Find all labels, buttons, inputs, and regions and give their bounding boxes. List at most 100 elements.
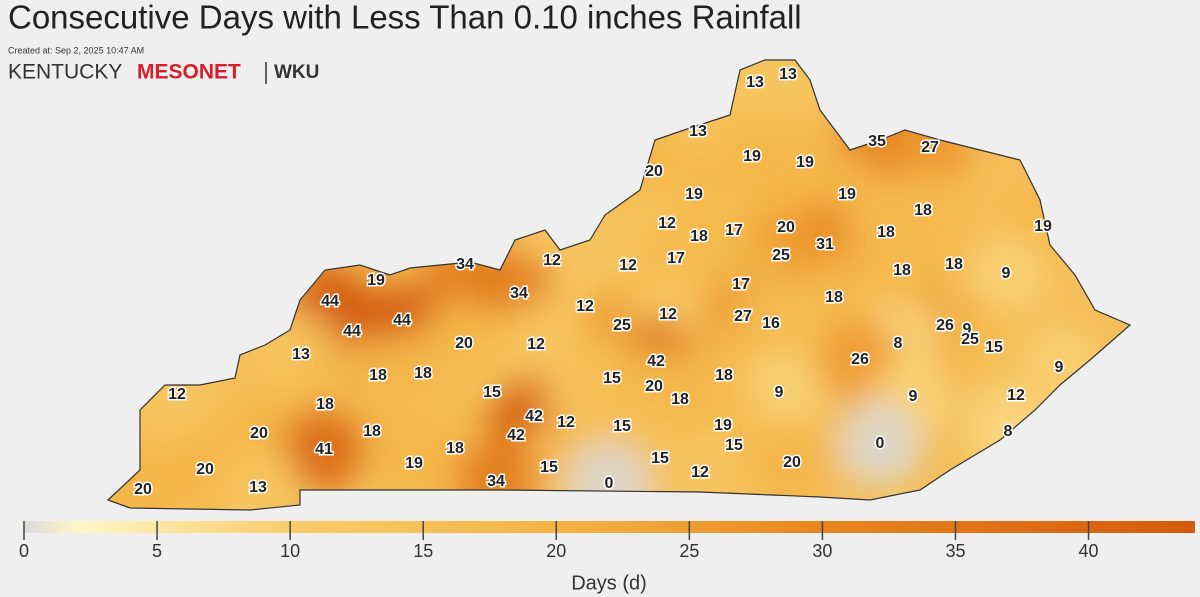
station-value: 18 [877, 224, 895, 241]
station-value: 0 [876, 435, 885, 452]
station-value: 44 [393, 312, 411, 329]
station-value: 12 [659, 306, 677, 323]
station-value: 18 [893, 262, 911, 279]
station-value: 18 [414, 365, 432, 382]
station-value: 18 [914, 202, 932, 219]
station-value: 42 [525, 408, 543, 425]
station-value: 12 [543, 252, 561, 269]
station-value: 18 [446, 440, 464, 457]
station-value: 19 [796, 154, 814, 171]
station-value: 8 [1004, 423, 1013, 440]
station-value: 42 [507, 427, 525, 444]
station-value: 12 [576, 298, 594, 315]
station-value: 17 [667, 250, 685, 267]
station-value: 19 [714, 417, 732, 434]
station-value: 13 [249, 479, 267, 496]
station-value: 15 [985, 339, 1003, 356]
station-value: 20 [645, 163, 663, 180]
station-heat [282, 408, 366, 492]
station-value: 0 [605, 475, 614, 492]
station-value: 20 [645, 378, 663, 395]
station-value: 31 [816, 236, 834, 253]
station-value: 27 [921, 139, 939, 156]
colorbar-tick-label: 0 [19, 541, 29, 561]
station-value: 18 [369, 367, 387, 384]
station-value: 12 [557, 414, 575, 431]
station-value: 20 [196, 461, 214, 478]
colorbar-tick-label: 25 [679, 541, 699, 561]
station-heat [372, 422, 456, 506]
station-value: 12 [168, 386, 186, 403]
station-labels: 13 13 13 35 27 19 19 20 19 19 18 12 18 17 20 31 18 19 12 12… [133, 65, 1065, 500]
station-value: 19 [405, 455, 423, 472]
station-value: 19 [367, 272, 385, 289]
station-value: 20 [134, 481, 152, 498]
station-value: 17 [732, 276, 750, 293]
station-value: 19 [1034, 218, 1052, 235]
station-value: 15 [540, 459, 558, 476]
station-heat [750, 421, 834, 505]
station-value: 18 [715, 367, 733, 384]
station-value: 9 [963, 321, 972, 338]
station-value: 34 [510, 285, 528, 302]
created-at: Created at: Sep 2, 2025 10:47 AM [8, 45, 144, 55]
station-value: 27 [734, 308, 752, 325]
colorbar-tick-label: 20 [546, 541, 566, 561]
station-value: 20 [250, 425, 268, 442]
station-value: 20 [777, 219, 795, 236]
station-value: 15 [613, 418, 631, 435]
colorbar-tick-label: 40 [1079, 541, 1099, 561]
station-value: 35 [868, 133, 886, 150]
title: Consecutive Days with Less Than 0.10 inc… [8, 0, 802, 36]
logo-wku: WKU [274, 62, 319, 83]
station-value: 9 [909, 388, 918, 405]
station-value: 18 [671, 391, 689, 408]
station-value: 15 [725, 437, 743, 454]
station-value: 18 [945, 256, 963, 273]
station-value: 19 [685, 186, 703, 203]
station-value: 20 [455, 335, 473, 352]
station-value: 13 [292, 346, 310, 363]
station-value: 25 [613, 317, 631, 334]
station-heat [838, 402, 922, 486]
station-value: 20 [783, 454, 801, 471]
station-heat [746, 60, 830, 117]
station-value: 15 [483, 384, 501, 401]
station-value: 12 [527, 336, 545, 353]
station-value: 18 [316, 396, 334, 413]
colorbar-tick-label: 5 [152, 541, 162, 561]
colorbar-tick-label: 35 [945, 541, 965, 561]
station-value: 34 [456, 256, 474, 273]
colorbar-tick-label: 15 [413, 541, 433, 561]
station-value: 15 [603, 370, 621, 387]
station-value: 9 [775, 384, 784, 401]
colorbar-axis: 0 5 10 15 20 25 30 35 40 [19, 521, 1099, 561]
station-value: 12 [691, 464, 709, 481]
station-value: 13 [779, 66, 797, 83]
station-value: 25 [772, 247, 790, 264]
colorbar [24, 521, 1195, 533]
station-value: 13 [689, 123, 707, 140]
station-value: 8 [894, 335, 903, 352]
station-value: 15 [651, 450, 669, 467]
station-value: 9 [1055, 359, 1064, 376]
station-value: 12 [658, 215, 676, 232]
station-value: 16 [762, 315, 780, 332]
station-value: 44 [343, 323, 361, 340]
colorbar-tick-label: 30 [812, 541, 832, 561]
station-value: 19 [743, 148, 761, 165]
station-value: 26 [851, 351, 869, 368]
station-value: 17 [725, 222, 743, 239]
station-value: 18 [363, 423, 381, 440]
station-value: 18 [825, 289, 843, 306]
station-value: 9 [1002, 265, 1011, 282]
logo-mesonet: MESONET [137, 61, 241, 84]
station-value: 41 [315, 441, 333, 458]
logo-kentucky: KENTUCKY [8, 61, 122, 84]
station-value: 12 [1007, 387, 1025, 404]
station-heat [381, 332, 465, 416]
colorbar-tick-label: 10 [280, 541, 300, 561]
station-value: 34 [487, 473, 505, 490]
